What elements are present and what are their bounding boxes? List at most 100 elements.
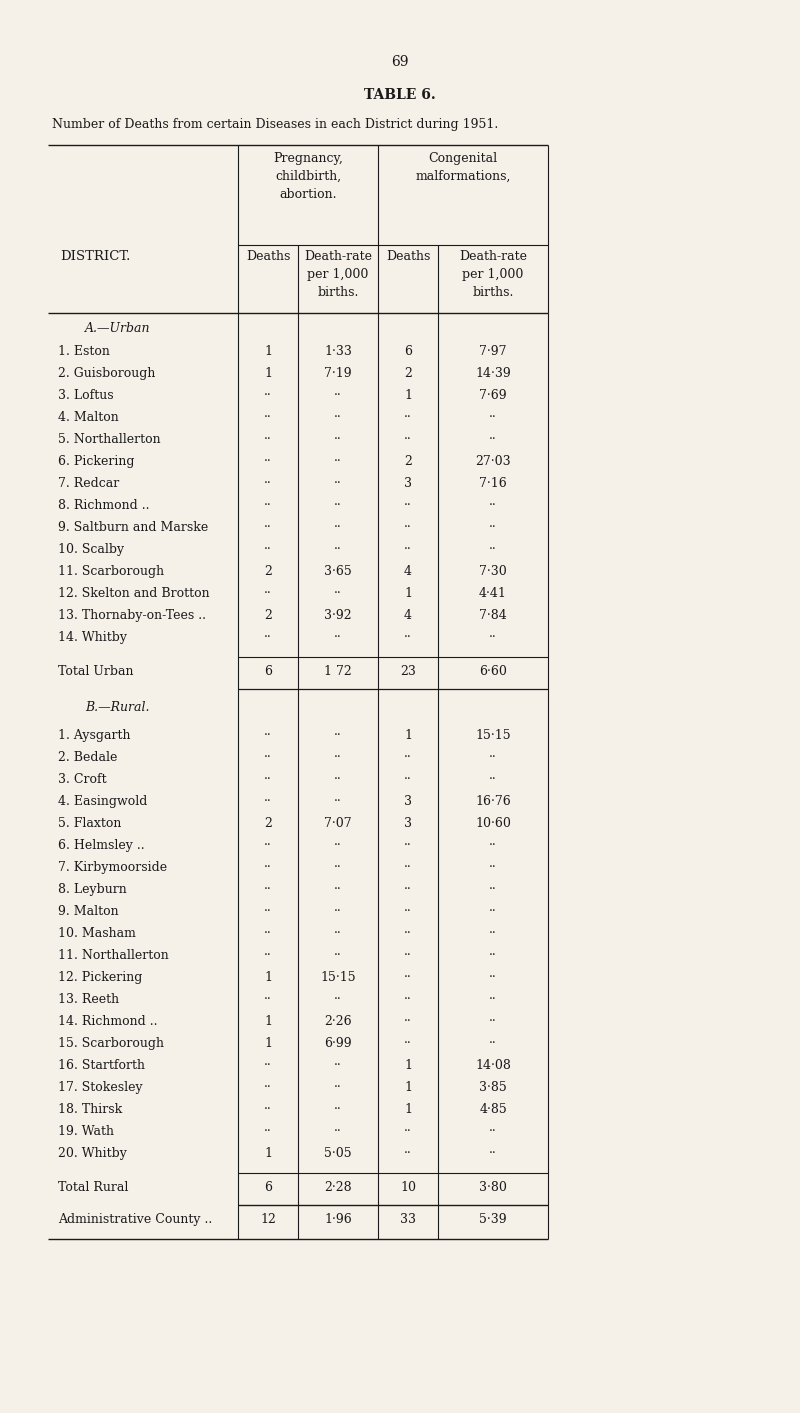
Text: 15·15: 15·15 (475, 729, 511, 742)
Text: 1: 1 (264, 345, 272, 357)
Text: ··: ·· (489, 632, 497, 644)
Text: ··: ·· (334, 632, 342, 644)
Text: 2. Bedale: 2. Bedale (58, 750, 118, 764)
Text: 3·65: 3·65 (324, 565, 352, 578)
Text: ··: ·· (264, 796, 272, 808)
Text: 11. Scarborough: 11. Scarborough (58, 565, 164, 578)
Text: 4·85: 4·85 (479, 1104, 507, 1116)
Text: ··: ·· (334, 927, 342, 940)
Text: 10: 10 (400, 1181, 416, 1194)
Text: 1: 1 (404, 586, 412, 601)
Text: Pregnancy,
childbirth,
abortion.: Pregnancy, childbirth, abortion. (273, 153, 343, 201)
Text: ··: ·· (489, 861, 497, 875)
Text: 1: 1 (264, 367, 272, 380)
Text: ··: ·· (404, 1037, 412, 1050)
Text: ··: ·· (489, 750, 497, 764)
Text: 6: 6 (264, 666, 272, 678)
Text: ··: ·· (404, 499, 412, 512)
Text: ··: ·· (404, 927, 412, 940)
Text: 13. Reeth: 13. Reeth (58, 993, 119, 1006)
Text: 16. Startforth: 16. Startforth (58, 1058, 145, 1072)
Text: ··: ·· (264, 586, 272, 601)
Text: 8. Richmond ..: 8. Richmond .. (58, 499, 150, 512)
Text: 6·60: 6·60 (479, 666, 507, 678)
Text: ··: ·· (404, 632, 412, 644)
Text: ··: ·· (264, 543, 272, 555)
Text: 1: 1 (264, 1147, 272, 1160)
Text: ··: ·· (489, 971, 497, 983)
Text: 14·08: 14·08 (475, 1058, 511, 1072)
Text: ··: ·· (489, 543, 497, 555)
Text: 6. Pickering: 6. Pickering (58, 455, 134, 468)
Text: ··: ·· (404, 773, 412, 786)
Text: 3·92: 3·92 (324, 609, 352, 622)
Text: ··: ·· (489, 1147, 497, 1160)
Text: 5·05: 5·05 (324, 1147, 352, 1160)
Text: ··: ·· (404, 543, 412, 555)
Text: 1·96: 1·96 (324, 1212, 352, 1226)
Text: ··: ·· (264, 861, 272, 875)
Text: 3: 3 (404, 478, 412, 490)
Text: ··: ·· (334, 796, 342, 808)
Text: ··: ·· (404, 1015, 412, 1029)
Text: ··: ·· (334, 586, 342, 601)
Text: ··: ·· (334, 729, 342, 742)
Text: Number of Deaths from certain Diseases in each District during 1951.: Number of Deaths from certain Diseases i… (52, 119, 498, 131)
Text: ··: ·· (334, 993, 342, 1006)
Text: ··: ·· (404, 432, 412, 447)
Text: 7. Redcar: 7. Redcar (58, 478, 119, 490)
Text: ··: ·· (489, 432, 497, 447)
Text: A.—Urban: A.—Urban (85, 322, 150, 335)
Text: ··: ·· (489, 839, 497, 852)
Text: ··: ·· (489, 1015, 497, 1029)
Text: 7·19: 7·19 (324, 367, 352, 380)
Text: ··: ·· (404, 883, 412, 896)
Text: ··: ·· (334, 521, 342, 534)
Text: Deaths: Deaths (386, 250, 430, 263)
Text: ··: ·· (334, 499, 342, 512)
Text: ··: ·· (264, 432, 272, 447)
Text: 3: 3 (404, 796, 412, 808)
Text: ··: ·· (264, 750, 272, 764)
Text: ··: ·· (334, 904, 342, 918)
Text: 1: 1 (404, 1081, 412, 1094)
Text: ··: ·· (334, 750, 342, 764)
Text: Total Rural: Total Rural (58, 1181, 128, 1194)
Text: 7·97: 7·97 (479, 345, 506, 357)
Text: 10·60: 10·60 (475, 817, 511, 829)
Text: 2: 2 (264, 609, 272, 622)
Text: ··: ·· (489, 1037, 497, 1050)
Text: 6. Helmsley ..: 6. Helmsley .. (58, 839, 145, 852)
Text: ··: ·· (264, 729, 272, 742)
Text: 1. Eston: 1. Eston (58, 345, 110, 357)
Text: ··: ·· (489, 883, 497, 896)
Text: 7·69: 7·69 (479, 389, 507, 403)
Text: 33: 33 (400, 1212, 416, 1226)
Text: 14·39: 14·39 (475, 367, 511, 380)
Text: 19. Wath: 19. Wath (58, 1125, 114, 1137)
Text: 13. Thornaby-on-Tees ..: 13. Thornaby-on-Tees .. (58, 609, 206, 622)
Text: ··: ·· (404, 411, 412, 424)
Text: Death-rate
per 1,000
births.: Death-rate per 1,000 births. (304, 250, 372, 300)
Text: ··: ·· (404, 750, 412, 764)
Text: ··: ·· (404, 950, 412, 962)
Text: ··: ·· (404, 521, 412, 534)
Text: 20. Whitby: 20. Whitby (58, 1147, 127, 1160)
Text: ··: ·· (264, 1125, 272, 1137)
Text: ··: ·· (334, 411, 342, 424)
Text: ··: ·· (489, 521, 497, 534)
Text: ··: ·· (264, 478, 272, 490)
Text: 12. Skelton and Brotton: 12. Skelton and Brotton (58, 586, 210, 601)
Text: 15. Scarborough: 15. Scarborough (58, 1037, 164, 1050)
Text: Administrative County ..: Administrative County .. (58, 1212, 212, 1226)
Text: 3: 3 (404, 817, 412, 829)
Text: 69: 69 (391, 55, 409, 69)
Text: ··: ·· (334, 543, 342, 555)
Text: 1: 1 (404, 1058, 412, 1072)
Text: 11. Northallerton: 11. Northallerton (58, 950, 169, 962)
Text: 4: 4 (404, 565, 412, 578)
Text: 7·07: 7·07 (324, 817, 352, 829)
Text: ··: ·· (264, 455, 272, 468)
Text: ··: ·· (264, 632, 272, 644)
Text: 1·33: 1·33 (324, 345, 352, 357)
